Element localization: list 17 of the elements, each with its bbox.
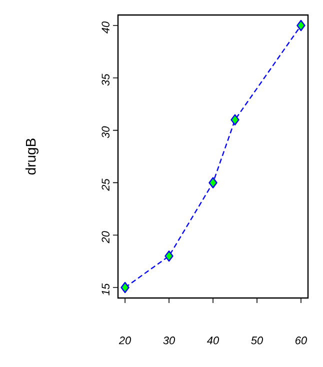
point bbox=[120, 282, 130, 294]
point bbox=[230, 114, 240, 126]
point bbox=[296, 20, 306, 32]
x-tick-label: 50 bbox=[251, 336, 263, 344]
y-tick-label: 20 bbox=[102, 231, 110, 244]
y-tick-label: 40 bbox=[102, 21, 110, 34]
y-tick-label: 35 bbox=[102, 74, 110, 86]
x-tick-label: 30 bbox=[163, 336, 176, 344]
point bbox=[208, 177, 218, 188]
y-tick-label: 30 bbox=[102, 126, 110, 138]
x-tick-label: 20 bbox=[118, 336, 132, 344]
point bbox=[164, 250, 174, 262]
x-tick-label: 40 bbox=[206, 336, 219, 344]
x-tick-label: 60 bbox=[295, 336, 307, 344]
y-axis-title: drugB bbox=[25, 138, 38, 175]
y-tick-label: 15 bbox=[102, 283, 110, 296]
y-tick-label: 25 bbox=[102, 178, 110, 191]
